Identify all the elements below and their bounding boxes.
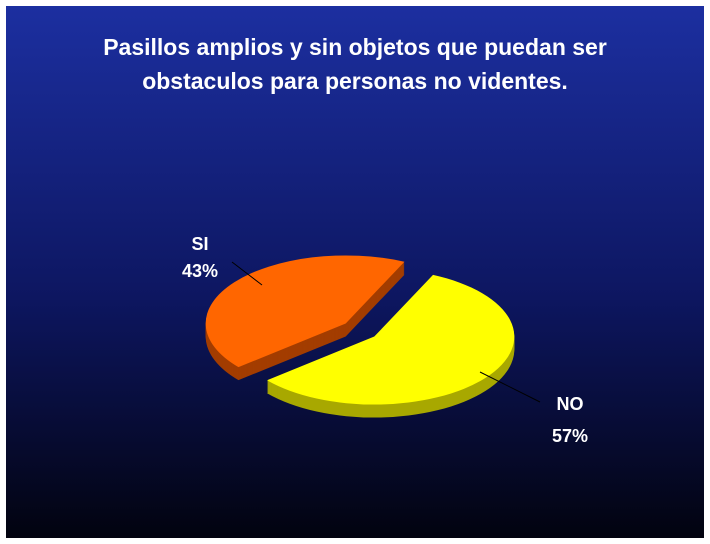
category-label: NO [557,394,584,414]
slice [205,255,405,368]
chart-title: Pasillos amplios y sin objetos que pueda… [103,34,607,94]
value-label: 57% [552,426,588,446]
value-label: 43% [182,261,218,281]
title-box: Pasillos amplios y sin objetos que pueda… [103,34,607,94]
slice [267,274,515,405]
leader-line [479,371,541,403]
category-label: SI [191,234,208,254]
leader-line [231,261,263,286]
